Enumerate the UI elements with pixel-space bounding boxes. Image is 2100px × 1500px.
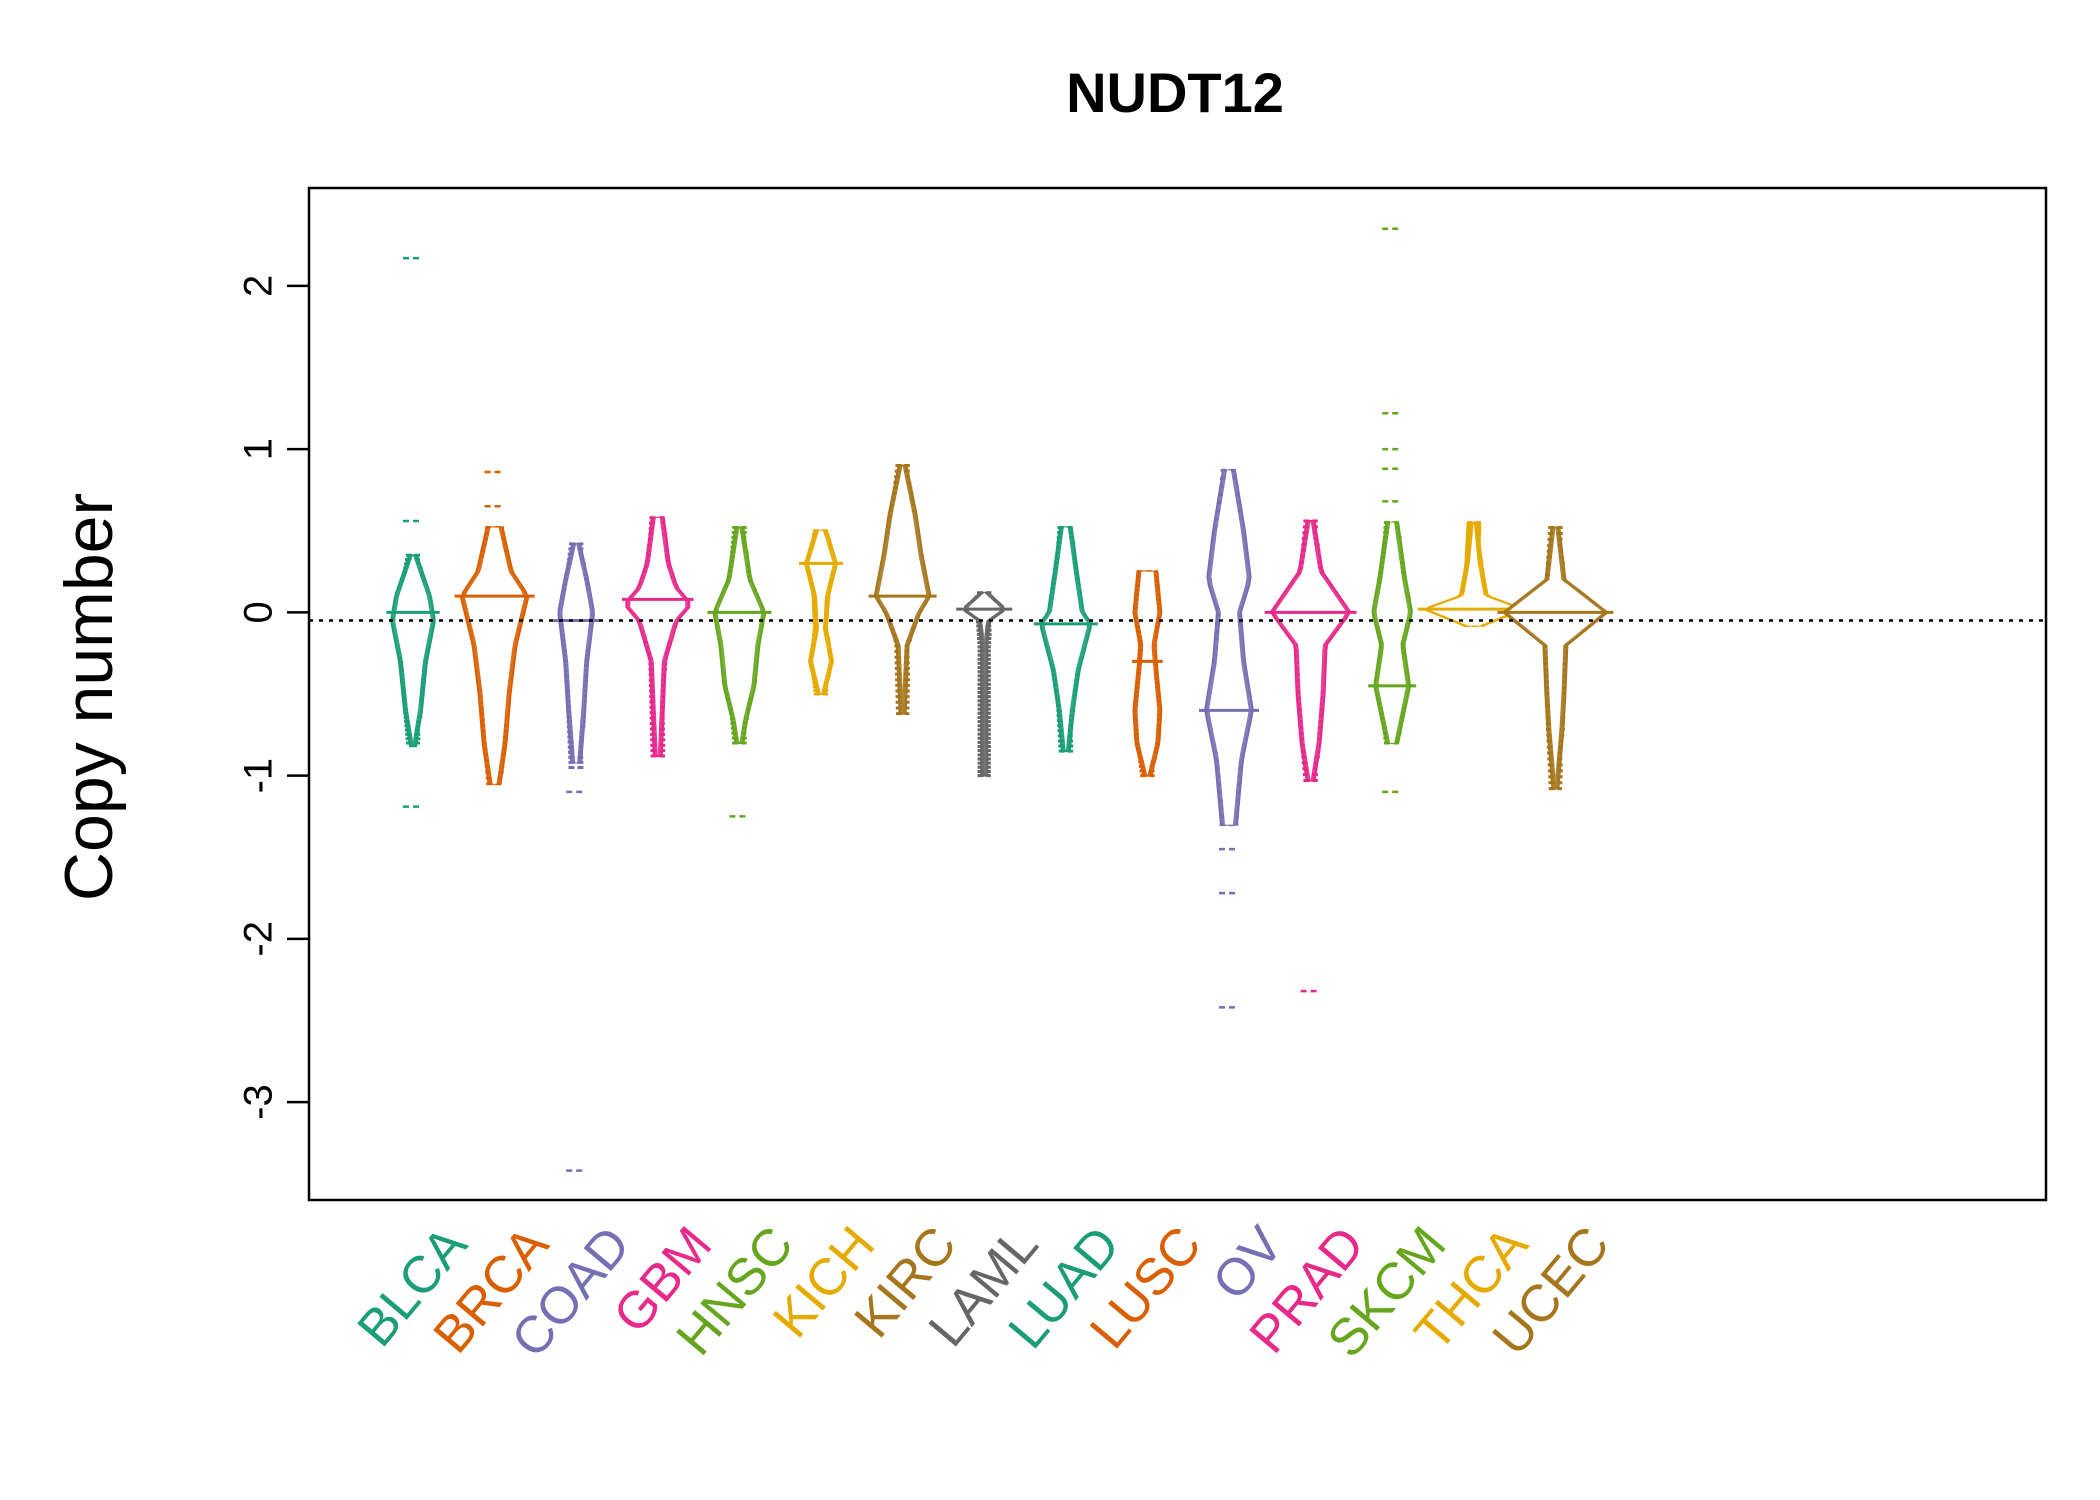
violin-luad: [1033, 526, 1098, 753]
violin-inner: [1209, 470, 1249, 825]
violin-blca: [386, 256, 440, 808]
violin-kich: [799, 529, 843, 696]
violin-skcm: [1368, 227, 1417, 794]
violin-inner: [968, 592, 1000, 776]
violin-brca: [454, 470, 535, 786]
violin-inner: [1274, 520, 1347, 781]
violin-hnsc: [707, 526, 772, 818]
y-axis: 2 1 0 -1 -2 -3: [237, 275, 309, 1120]
violin-inner: [1430, 522, 1518, 626]
violin-inner: [1044, 527, 1087, 752]
violin-inner: [395, 555, 431, 747]
y-axis-label: Copy number: [51, 493, 127, 901]
violin-laml: [956, 591, 1013, 778]
plot-frame: [307, 186, 2048, 1202]
y-tick-label: 1: [237, 438, 281, 460]
violin-thca: [1417, 521, 1530, 627]
violin-inner: [1137, 571, 1158, 776]
violin-gbm: [622, 516, 694, 758]
violin-inner: [562, 543, 590, 763]
violin-ov: [1199, 468, 1259, 1009]
violin-coad: [553, 542, 600, 1172]
violin-inner: [809, 530, 833, 694]
violin-kirc: [868, 463, 937, 716]
y-tick-label: -2: [237, 921, 281, 957]
y-tick-label: -3: [237, 1084, 281, 1120]
violin-inner: [1507, 527, 1604, 789]
violin-inner: [1376, 522, 1408, 743]
y-tick-label: 2: [237, 275, 281, 297]
y-tick-label: -1: [237, 758, 281, 794]
violin-inner: [717, 527, 762, 743]
violin-shape: [963, 591, 1005, 777]
chart-title: NUDT12: [1066, 61, 1284, 124]
y-tick-label: 0: [237, 601, 281, 623]
violin-ucec: [1497, 526, 1614, 791]
violin-inner: [630, 517, 686, 757]
x-axis: BLCABRCACOADGBMHNSCKICHKIRCLAMLLUADLUSCO…: [347, 1216, 1621, 1369]
violin-group: [386, 227, 1614, 1172]
violin-inner: [878, 465, 927, 714]
violin-prad: [1264, 519, 1357, 993]
violin-lusc: [1132, 570, 1163, 778]
violin-inner: [465, 527, 525, 784]
